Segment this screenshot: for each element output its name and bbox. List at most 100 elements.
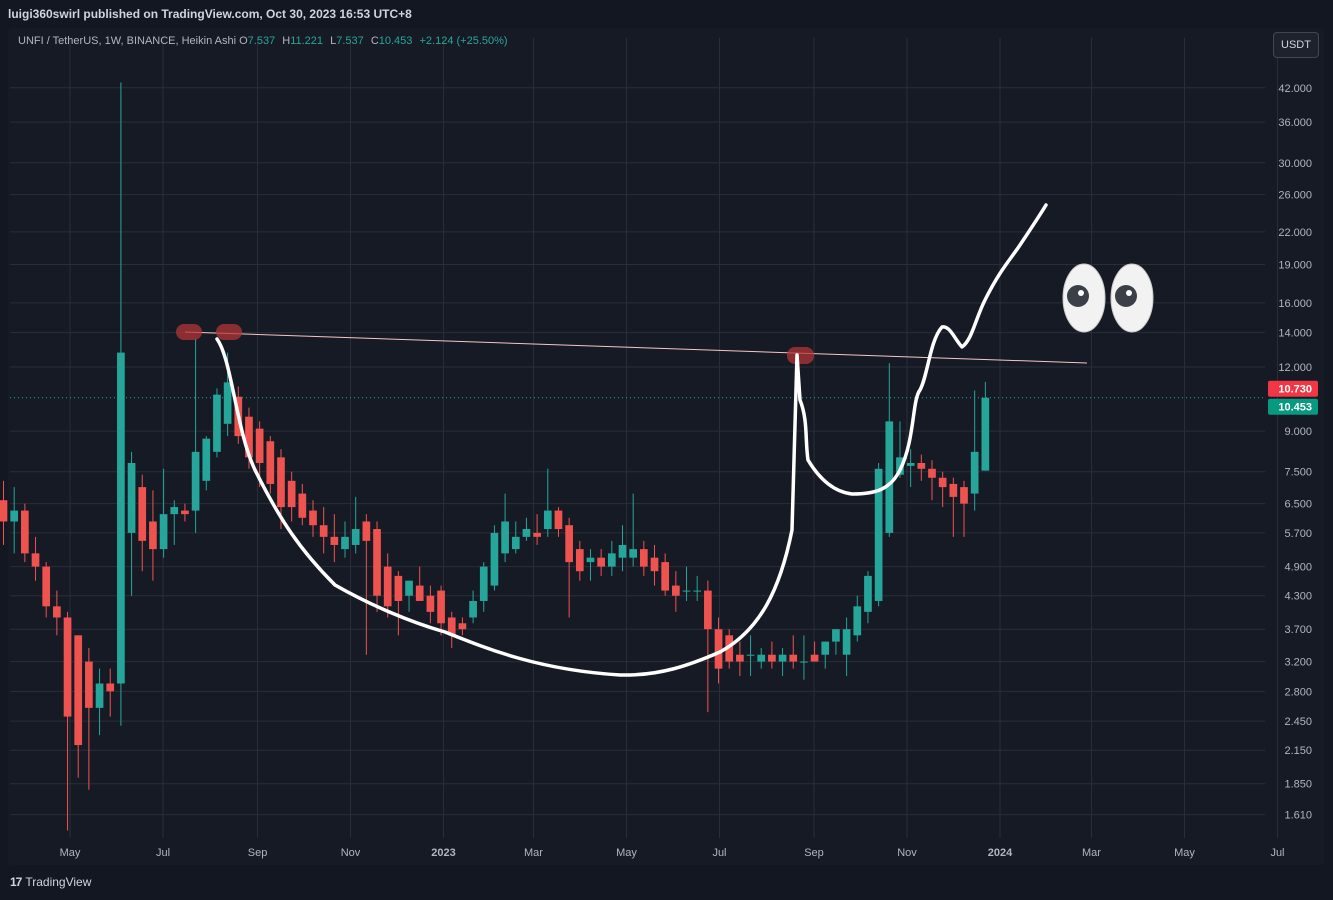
chart-frame[interactable] bbox=[8, 28, 1324, 865]
candle[interactable] bbox=[458, 617, 467, 636]
candle[interactable] bbox=[960, 480, 968, 537]
candle-body bbox=[778, 654, 787, 662]
candle-body bbox=[768, 654, 776, 662]
tradingview-logo[interactable]: 17 TradingView bbox=[10, 875, 91, 889]
candle[interactable] bbox=[682, 566, 691, 601]
candle[interactable] bbox=[949, 477, 958, 537]
candle[interactable] bbox=[394, 571, 403, 636]
candle[interactable] bbox=[330, 514, 339, 563]
candle[interactable] bbox=[309, 500, 317, 537]
candle[interactable] bbox=[202, 436, 211, 491]
candle[interactable] bbox=[21, 503, 29, 563]
candle-body bbox=[373, 529, 381, 596]
candle[interactable] bbox=[586, 549, 595, 581]
candle[interactable] bbox=[746, 635, 755, 676]
candle[interactable] bbox=[704, 580, 712, 713]
candle[interactable] bbox=[383, 553, 392, 618]
candle[interactable] bbox=[213, 388, 221, 458]
candle[interactable] bbox=[597, 549, 605, 576]
candle[interactable] bbox=[63, 611, 72, 831]
candle[interactable] bbox=[405, 580, 413, 612]
candle[interactable] bbox=[789, 635, 798, 669]
candle[interactable] bbox=[864, 571, 872, 624]
candle[interactable] bbox=[768, 641, 776, 669]
candle[interactable] bbox=[437, 585, 445, 636]
candle[interactable] bbox=[42, 562, 51, 618]
candle[interactable] bbox=[95, 668, 104, 736]
high-label: H bbox=[282, 35, 291, 47]
candle[interactable] bbox=[778, 648, 787, 676]
candle[interactable] bbox=[639, 540, 648, 576]
candle[interactable] bbox=[298, 483, 307, 526]
candle[interactable] bbox=[885, 363, 894, 537]
candle[interactable] bbox=[757, 648, 766, 669]
candle[interactable] bbox=[31, 536, 40, 581]
candle[interactable] bbox=[501, 493, 509, 563]
candle[interactable] bbox=[533, 514, 541, 545]
candle[interactable] bbox=[127, 451, 136, 596]
candle[interactable] bbox=[191, 339, 200, 533]
candle[interactable] bbox=[832, 629, 840, 655]
candle[interactable] bbox=[714, 617, 723, 684]
candle[interactable] bbox=[607, 540, 616, 576]
candle[interactable] bbox=[522, 517, 531, 541]
candle[interactable] bbox=[149, 490, 157, 581]
candle[interactable] bbox=[287, 471, 296, 522]
candle[interactable] bbox=[181, 503, 189, 522]
candle[interactable] bbox=[874, 462, 883, 607]
candle[interactable] bbox=[629, 493, 638, 567]
candle[interactable] bbox=[970, 390, 979, 511]
candle[interactable] bbox=[511, 521, 520, 554]
candle[interactable] bbox=[53, 590, 61, 636]
candle[interactable] bbox=[170, 500, 179, 545]
candle[interactable] bbox=[106, 668, 115, 717]
candle[interactable] bbox=[821, 641, 830, 669]
candle[interactable] bbox=[575, 540, 584, 581]
candle[interactable] bbox=[74, 635, 83, 778]
candle[interactable] bbox=[618, 525, 627, 572]
candle[interactable] bbox=[672, 571, 680, 612]
candle[interactable] bbox=[853, 595, 862, 642]
candle[interactable] bbox=[650, 544, 659, 586]
candle[interactable] bbox=[736, 641, 744, 676]
candle[interactable] bbox=[842, 617, 851, 676]
candle[interactable] bbox=[906, 449, 915, 488]
candle[interactable] bbox=[319, 507, 328, 554]
candle[interactable] bbox=[490, 525, 499, 591]
candle-body bbox=[149, 521, 157, 550]
candle[interactable] bbox=[543, 468, 552, 537]
candle[interactable] bbox=[565, 517, 573, 618]
candle[interactable] bbox=[800, 635, 808, 680]
candle[interactable] bbox=[554, 507, 563, 537]
candle[interactable] bbox=[426, 585, 435, 624]
candle[interactable] bbox=[362, 514, 371, 655]
candle[interactable] bbox=[0, 480, 8, 545]
candle[interactable] bbox=[138, 474, 147, 572]
candle[interactable] bbox=[479, 562, 488, 612]
candle[interactable] bbox=[415, 566, 424, 601]
candle[interactable] bbox=[938, 471, 947, 508]
close-value: 10.453 bbox=[378, 35, 413, 47]
candle[interactable] bbox=[928, 460, 936, 501]
candle[interactable] bbox=[693, 575, 702, 601]
candle[interactable] bbox=[351, 496, 360, 554]
candle[interactable] bbox=[469, 590, 477, 624]
candle[interactable] bbox=[810, 641, 819, 662]
candle[interactable] bbox=[159, 468, 168, 558]
candle[interactable] bbox=[10, 487, 19, 554]
candle[interactable] bbox=[661, 553, 670, 596]
candle[interactable] bbox=[266, 436, 275, 494]
currency-button[interactable]: USDT bbox=[1273, 32, 1319, 58]
symbol-title[interactable]: UNFI / TetherUS, 1W, BINANCE, Heikin Ash… bbox=[18, 35, 237, 47]
candle-body bbox=[501, 521, 509, 554]
candle[interactable] bbox=[117, 82, 125, 726]
candle[interactable] bbox=[85, 648, 93, 790]
candle[interactable] bbox=[917, 454, 926, 481]
candle-body bbox=[864, 575, 872, 612]
candle[interactable] bbox=[447, 611, 456, 649]
candle[interactable] bbox=[373, 521, 381, 612]
candle[interactable] bbox=[981, 381, 990, 471]
candle[interactable] bbox=[341, 521, 349, 558]
candle-body bbox=[736, 654, 744, 662]
